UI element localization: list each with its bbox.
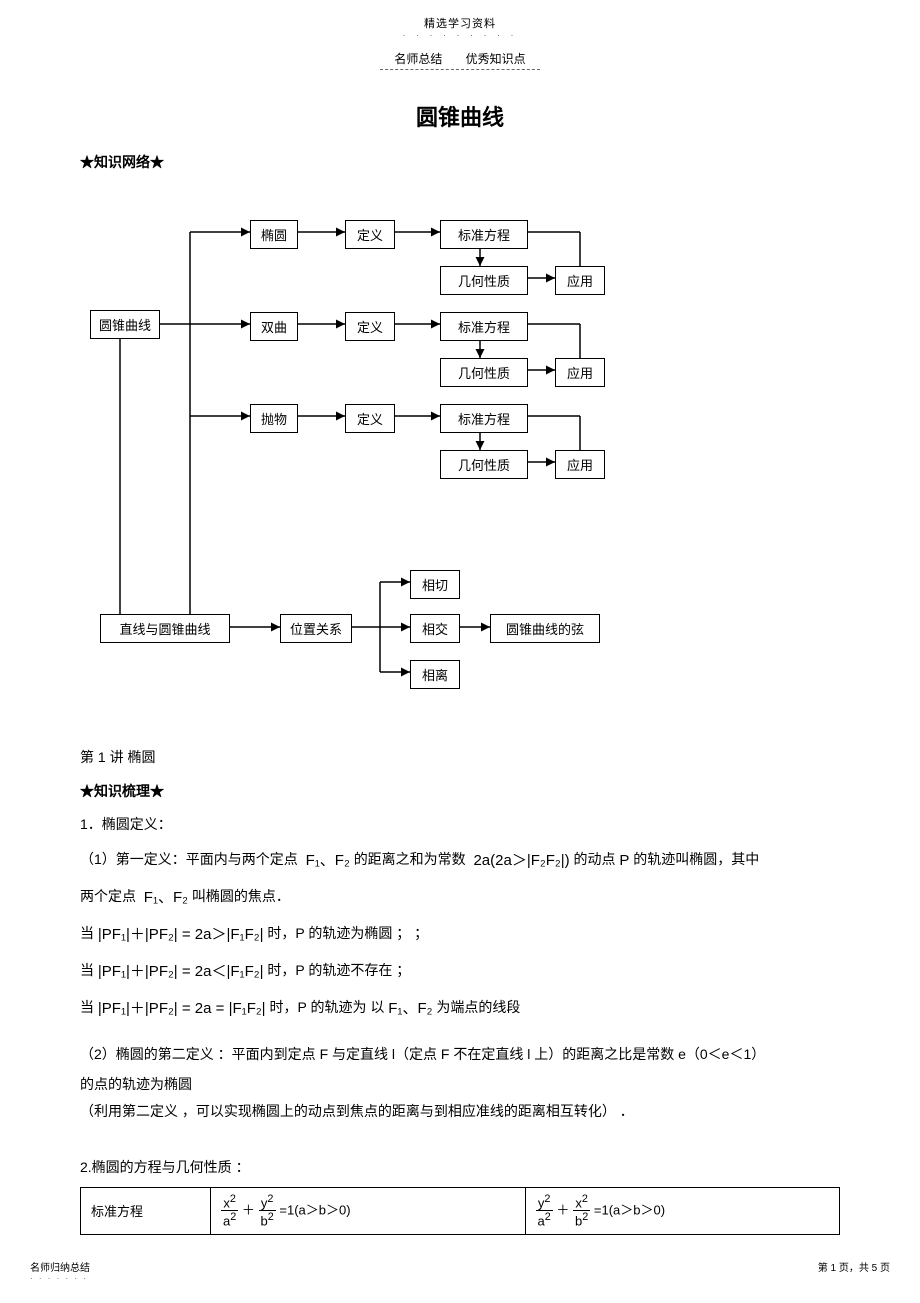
def1-l2c: 叫椭圆的焦点．	[192, 888, 290, 904]
lecture-label: 第 1 讲 椭圆	[80, 742, 840, 773]
def-label: 1．椭圆定义：	[80, 809, 840, 840]
page-title: 圆锥曲线	[80, 100, 840, 132]
node-std-3: 标准方程	[440, 404, 528, 433]
def2-a: （2）椭圆的第二定义 ：平面内到定点 F 与定直线 l（定点 F 不在定直线 l…	[80, 1039, 840, 1070]
cond-pre-2: 当	[80, 962, 94, 978]
footer-left-wrap: 名师归纳总结 · · · · · · ·	[30, 1259, 90, 1283]
def1-2a: 2a(2a＞|F₂F₂|)	[473, 852, 569, 869]
dash-underline	[380, 69, 540, 70]
sub-right: 优秀知识点	[466, 52, 526, 66]
def1-mid2: 的动点	[573, 851, 615, 867]
cond3: 当 |PF₁|＋|PF₂| = 2a = |F₁F₂| 时，P 的轨迹为 以 F…	[80, 992, 840, 1025]
node-geo-1: 几何性质	[440, 266, 528, 295]
sub-header: 名师总结 优秀知识点	[80, 50, 840, 67]
equation-table: 标准方程 x2a2 ＋ y2b2 =1(a＞b＞0) y2a2 ＋ x2b2 =…	[80, 1187, 840, 1235]
cond3-mid: F₁、F₂	[388, 1000, 432, 1017]
node-def-1: 定义	[345, 220, 395, 249]
node-line-curve: 直线与圆锥曲线	[100, 614, 230, 643]
def1-tail: 的轨迹叫椭圆，其中	[633, 851, 759, 867]
knowledge-network-label: ★知识网络★	[80, 152, 840, 172]
doc-top-header: 精选学习资料	[80, 15, 840, 31]
eq2-tail: =1(a＞b＞0)	[594, 1202, 665, 1217]
node-separate: 相离	[410, 660, 460, 689]
node-def-3: 定义	[345, 404, 395, 433]
footer-dots: · · · · · · ·	[30, 1274, 90, 1283]
node-app-1: 应用	[555, 266, 605, 295]
def2-b: 的点的轨迹为椭圆	[80, 1073, 840, 1095]
cond-pre-1: 当	[80, 925, 94, 941]
eq1-tail: =1(a＞b＞0)	[279, 1202, 350, 1217]
node-app-3: 应用	[555, 450, 605, 479]
cell-label: 标准方程	[81, 1187, 211, 1234]
node-std-1: 标准方程	[440, 220, 528, 249]
cond2-post: 时，P 的轨迹不存在 ；	[267, 962, 410, 978]
node-hyperbola: 双曲	[250, 312, 298, 341]
cell-eq1: x2a2 ＋ y2b2 =1(a＞b＞0)	[211, 1187, 526, 1234]
flowchart: 圆锥曲线 椭圆 定义 标准方程 几何性质 应用 双曲 定义 标准方程 几何性质 …	[80, 182, 820, 722]
page-footer: 名师归纳总结 · · · · · · · 第 1 页，共 5 页	[0, 1255, 920, 1289]
node-app-2: 应用	[555, 358, 605, 387]
table-label: 2.椭圆的方程与几何性质 ：	[80, 1152, 840, 1183]
cond3-post: 时，P 的轨迹为 以	[269, 999, 384, 1015]
cond3-tail: 为端点的线段	[436, 999, 520, 1015]
node-std-2: 标准方程	[440, 312, 528, 341]
def1-prefix: （1）第一定义：平面内与两个定点	[80, 851, 298, 867]
node-root: 圆锥曲线	[90, 310, 160, 339]
def2-c: （利用第二定义 ，可以实现椭圆上的动点到焦点的距离与到相应准线的距离相互转化） …	[80, 1100, 840, 1122]
cell-eq2: y2a2 ＋ x2b2 =1(a＞b＞0)	[525, 1187, 840, 1234]
cond1-formula: |PF₁|＋|PF₂| = 2a＞|F₁F₂|	[98, 926, 264, 943]
node-parabola: 抛物	[250, 404, 298, 433]
cond2: 当 |PF₁|＋|PF₂| = 2a＜|F₁F₂| 时，P 的轨迹不存在 ；	[80, 955, 840, 988]
def1-l2b: F₁、F₂	[144, 889, 188, 906]
node-intersect: 相交	[410, 614, 460, 643]
node-relation: 位置关系	[280, 614, 352, 643]
cond-pre-3: 当	[80, 999, 94, 1015]
cond1: 当 |PF₁|＋|PF₂| = 2a＞|F₁F₂| 时，P 的轨迹为椭圆 ； ；	[80, 918, 840, 951]
node-tangent: 相切	[410, 570, 460, 599]
node-geo-2: 几何性质	[440, 358, 528, 387]
table-row: 标准方程 x2a2 ＋ y2b2 =1(a＞b＞0) y2a2 ＋ x2b2 =…	[81, 1187, 840, 1234]
def1-f12: F₁、F₂	[306, 852, 350, 869]
knowledge-sort-label: ★知识梳理★	[80, 781, 840, 801]
node-geo-3: 几何性质	[440, 450, 528, 479]
node-def-2: 定义	[345, 312, 395, 341]
sub-left: 名师总结	[394, 52, 442, 66]
def1-line2: 两个定点 F₁、F₂ 叫椭圆的焦点．	[80, 881, 840, 914]
dots-deco: · · · · · · · · ·	[80, 33, 840, 38]
def1-l2a: 两个定点	[80, 888, 136, 904]
footer-right: 第 1 页，共 5 页	[818, 1259, 890, 1283]
footer-left: 名师归纳总结	[30, 1259, 90, 1274]
def1-line1: （1）第一定义：平面内与两个定点 F₁、F₂ 的距离之和为常数 2a(2a＞|F…	[80, 844, 840, 877]
def1-P: P	[619, 852, 629, 869]
cond1-post: 时，P 的轨迹为椭圆 ； ；	[267, 925, 428, 941]
node-ellipse: 椭圆	[250, 220, 298, 249]
cond2-formula: |PF₁|＋|PF₂| = 2a＜|F₁F₂|	[98, 963, 264, 980]
node-chord: 圆锥曲线的弦	[490, 614, 600, 643]
def1-mid1: 的距离之和为常数	[354, 851, 466, 867]
cond3-formula: |PF₁|＋|PF₂| = 2a = |F₁F₂|	[98, 1000, 266, 1017]
